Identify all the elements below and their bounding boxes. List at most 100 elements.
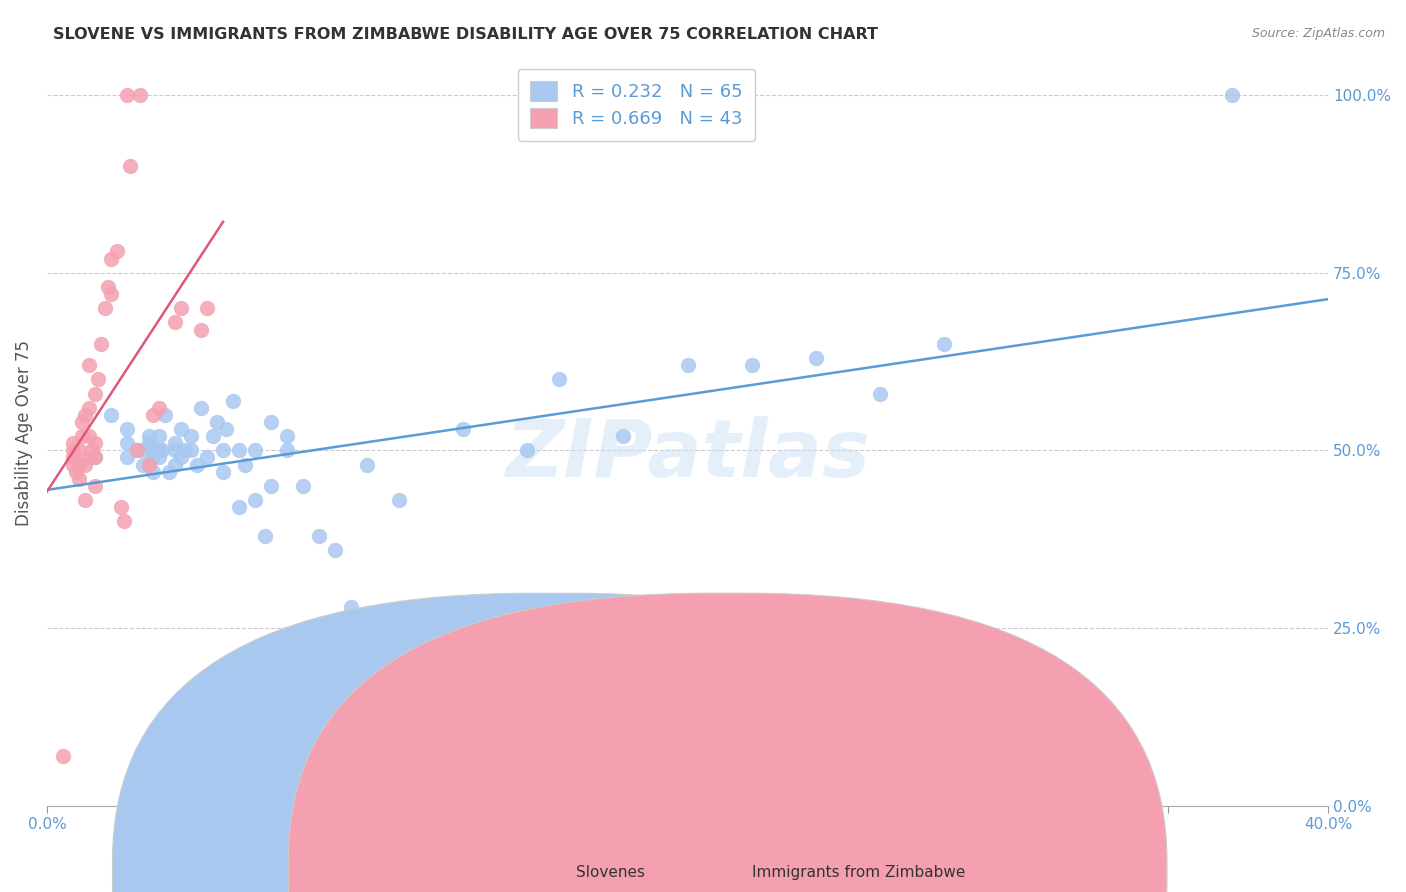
Point (163, 436, 186, 450)
Text: Immigrants from Zimbabwe: Immigrants from Zimbabwe (752, 865, 966, 880)
Point (190, 322, 212, 336)
Y-axis label: Disability Age Over 75: Disability Age Over 75 (15, 340, 32, 525)
Point (90, 336, 112, 351)
Point (163, 458, 186, 472)
Point (221, 393, 243, 408)
Point (62, 443, 84, 458)
Point (80, 443, 103, 458)
Text: ZIPatlas: ZIPatlas (505, 416, 870, 494)
Point (138, 436, 160, 450)
Point (52, 748, 75, 763)
Point (115, 436, 138, 450)
Point (87, 372, 110, 386)
Point (170, 301, 193, 316)
Point (97, 280, 120, 294)
Point (100, 287, 122, 301)
Point (142, 450, 165, 465)
Point (484, 607, 506, 621)
Point (1220, 88, 1243, 103)
Point (292, 479, 315, 493)
Point (323, 542, 346, 557)
Point (125, 443, 148, 458)
Point (138, 429, 160, 443)
Point (195, 301, 218, 316)
Point (150, 443, 173, 458)
Point (100, 408, 122, 422)
Point (105, 244, 128, 259)
Point (77, 358, 100, 372)
Point (67, 443, 90, 458)
Point (112, 515, 135, 529)
Point (77, 401, 100, 415)
Point (132, 458, 155, 472)
Point (77, 429, 100, 443)
Point (65, 465, 87, 479)
Point (77, 450, 100, 465)
Point (180, 429, 202, 443)
Point (148, 401, 170, 415)
Point (75, 493, 97, 508)
Point (869, 386, 891, 401)
Point (195, 450, 218, 465)
Point (180, 443, 202, 458)
Point (356, 657, 378, 671)
Point (173, 443, 195, 458)
Point (212, 465, 235, 479)
Point (125, 443, 148, 458)
Point (70, 415, 93, 429)
Point (142, 443, 165, 458)
Point (84, 436, 107, 450)
Point (612, 429, 634, 443)
Point (235, 458, 257, 472)
Point (228, 443, 250, 458)
Point (115, 422, 138, 436)
Point (62, 450, 84, 465)
Point (70, 429, 93, 443)
Point (205, 415, 228, 429)
Point (516, 443, 538, 458)
Legend: R = 0.232   N = 65, R = 0.669   N = 43: R = 0.232 N = 65, R = 0.669 N = 43 (517, 69, 755, 141)
Point (75, 408, 97, 422)
Point (170, 450, 193, 465)
Point (84, 479, 107, 493)
Text: SLOVENE VS IMMIGRANTS FROM ZIMBABWE DISABILITY AGE OVER 75 CORRELATION CHART: SLOVENE VS IMMIGRANTS FROM ZIMBABWE DISA… (53, 27, 879, 42)
Point (202, 429, 225, 443)
Point (741, 358, 763, 372)
Point (132, 443, 155, 458)
Point (155, 408, 177, 422)
Point (228, 500, 250, 515)
Point (356, 458, 378, 472)
Point (142, 408, 165, 422)
Point (115, 88, 138, 103)
Point (340, 599, 363, 614)
Point (190, 401, 212, 415)
Point (157, 465, 180, 479)
Point (260, 415, 283, 429)
Point (100, 252, 122, 266)
Point (676, 358, 699, 372)
Point (75, 458, 97, 472)
Point (84, 386, 107, 401)
Point (548, 372, 571, 386)
Point (215, 422, 238, 436)
Point (62, 436, 84, 450)
Text: Slovenes: Slovenes (576, 865, 645, 880)
Point (170, 422, 193, 436)
Point (115, 450, 138, 465)
Point (276, 429, 298, 443)
Text: Source: ZipAtlas.com: Source: ZipAtlas.com (1251, 27, 1385, 40)
Point (163, 443, 186, 458)
Point (120, 159, 142, 173)
Point (138, 458, 160, 472)
Point (453, 422, 475, 436)
Point (67, 458, 90, 472)
Point (148, 450, 170, 465)
Point (84, 450, 107, 465)
Point (804, 351, 827, 365)
Point (388, 493, 411, 508)
Point (110, 500, 132, 515)
Point (243, 443, 266, 458)
Point (163, 316, 186, 330)
Point (212, 443, 235, 458)
Point (260, 479, 283, 493)
